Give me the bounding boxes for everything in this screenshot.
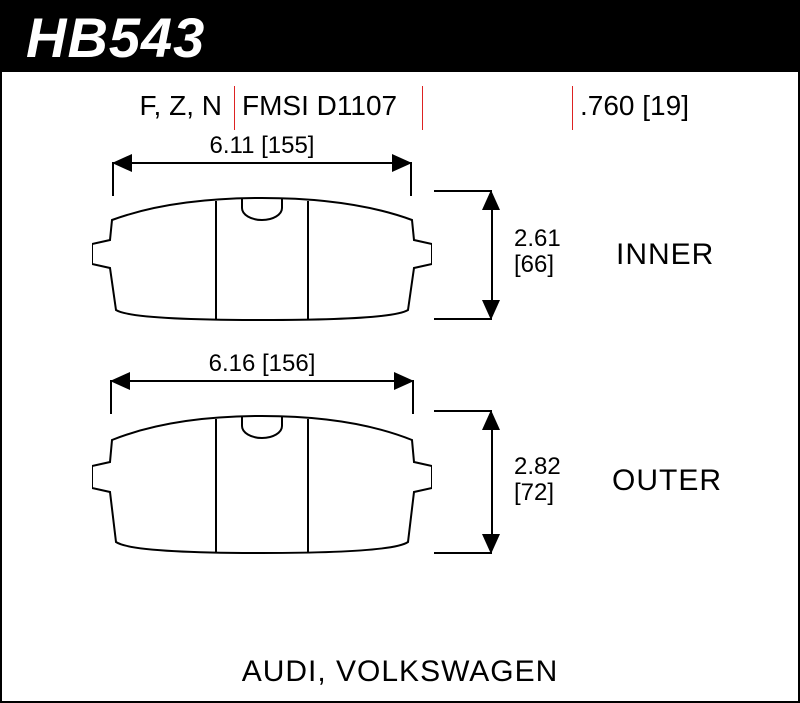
- fmsi-code: FMSI D1107: [242, 90, 397, 122]
- part-number: HB543: [26, 5, 205, 70]
- inner-width-label: 6.11 [155]: [112, 132, 412, 160]
- outer-pad-shape: [92, 410, 432, 555]
- outer-pad-block: 6.16 [156]: [92, 360, 432, 555]
- separator: [422, 86, 423, 130]
- inner-side-label: INNER: [616, 238, 714, 272]
- outer-side-label: OUTER: [612, 464, 722, 498]
- diagram-area: F, Z, N FMSI D1107 .760 [19] 6.11 [155]: [2, 72, 798, 701]
- inner-height-label: 2.61 [66]: [514, 226, 561, 279]
- inner-pad-shape: [92, 192, 432, 322]
- vehicle-makes: AUDI, VOLKSWAGEN: [2, 655, 798, 689]
- outer-height-label: 2.82 [72]: [514, 454, 561, 507]
- separator: [234, 86, 235, 130]
- separator: [572, 86, 573, 130]
- outer-width-label: 6.16 [156]: [110, 350, 414, 378]
- compound-codes: F, Z, N: [122, 90, 222, 122]
- thickness: .760 [19]: [580, 90, 689, 122]
- inner-pad-block: 6.11 [155]: [92, 142, 432, 322]
- title-bar: HB543: [2, 2, 798, 72]
